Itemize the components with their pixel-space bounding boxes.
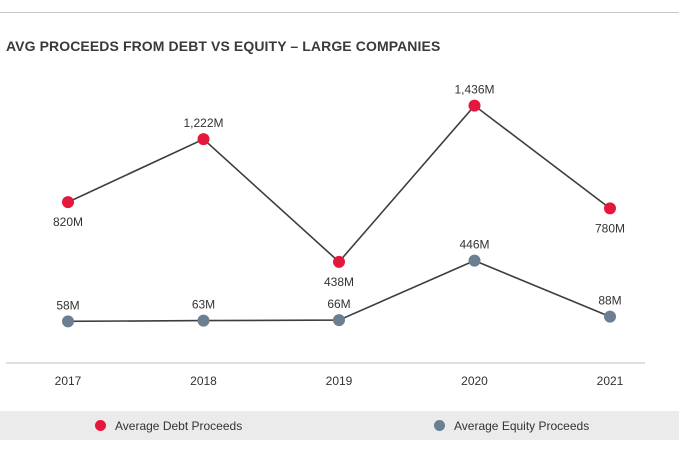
- data-point-debt-2021: [604, 202, 616, 215]
- top-divider: [0, 12, 679, 13]
- data-label-equity-2020: 446M: [459, 238, 489, 252]
- data-point-debt-2019: [333, 255, 345, 268]
- data-label-debt-2019: 438M: [324, 275, 354, 289]
- x-tick-label-2019: 2019: [326, 374, 353, 388]
- legend-marker-equity: [434, 420, 445, 431]
- data-point-debt-2018: [197, 133, 210, 146]
- data-point-equity-2018: [197, 314, 210, 327]
- data-label-debt-2020: 1,436M: [454, 83, 494, 97]
- data-point-equity-2019: [333, 314, 345, 327]
- data-point-equity-2021: [604, 310, 616, 323]
- legend-label-equity: Average Equity Proceeds: [454, 418, 590, 433]
- data-label-equity-2019: 66M: [327, 297, 350, 311]
- data-label-equity-2017: 58M: [56, 298, 79, 312]
- legend-item-equity: Average Equity Proceeds: [434, 411, 589, 440]
- data-label-equity-2021: 88M: [598, 294, 621, 308]
- data-label-debt-2018: 1,222M: [183, 116, 223, 130]
- legend-item-debt: Average Debt Proceeds: [95, 411, 242, 440]
- data-point-equity-2017: [62, 315, 74, 328]
- legend-label-debt: Average Debt Proceeds: [115, 418, 243, 433]
- data-label-debt-2017: 820M: [53, 215, 83, 229]
- data-point-equity-2020: [468, 254, 481, 267]
- x-tick-label-2021: 2021: [597, 374, 624, 388]
- series-line-debt: [67, 104, 611, 264]
- data-label-equity-2018: 63M: [192, 298, 215, 312]
- x-tick-label-2017: 2017: [55, 374, 82, 388]
- x-tick-label-2018: 2018: [190, 374, 217, 388]
- data-label-debt-2021: 780M: [595, 221, 625, 235]
- data-point-debt-2020: [468, 99, 481, 112]
- legend-marker-debt: [95, 420, 106, 431]
- chart-title: AVG PROCEEDS FROM DEBT VS EQUITY – LARGE…: [6, 38, 441, 54]
- series-line-equity: [67, 259, 611, 323]
- data-point-debt-2017: [62, 196, 74, 209]
- legend: Average Debt Proceeds Average Equity Pro…: [0, 411, 679, 440]
- x-tick-label-2020: 2020: [461, 374, 488, 388]
